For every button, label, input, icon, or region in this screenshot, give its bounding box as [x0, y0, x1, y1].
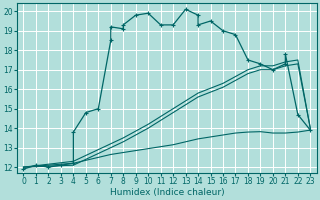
X-axis label: Humidex (Indice chaleur): Humidex (Indice chaleur): [109, 188, 224, 197]
